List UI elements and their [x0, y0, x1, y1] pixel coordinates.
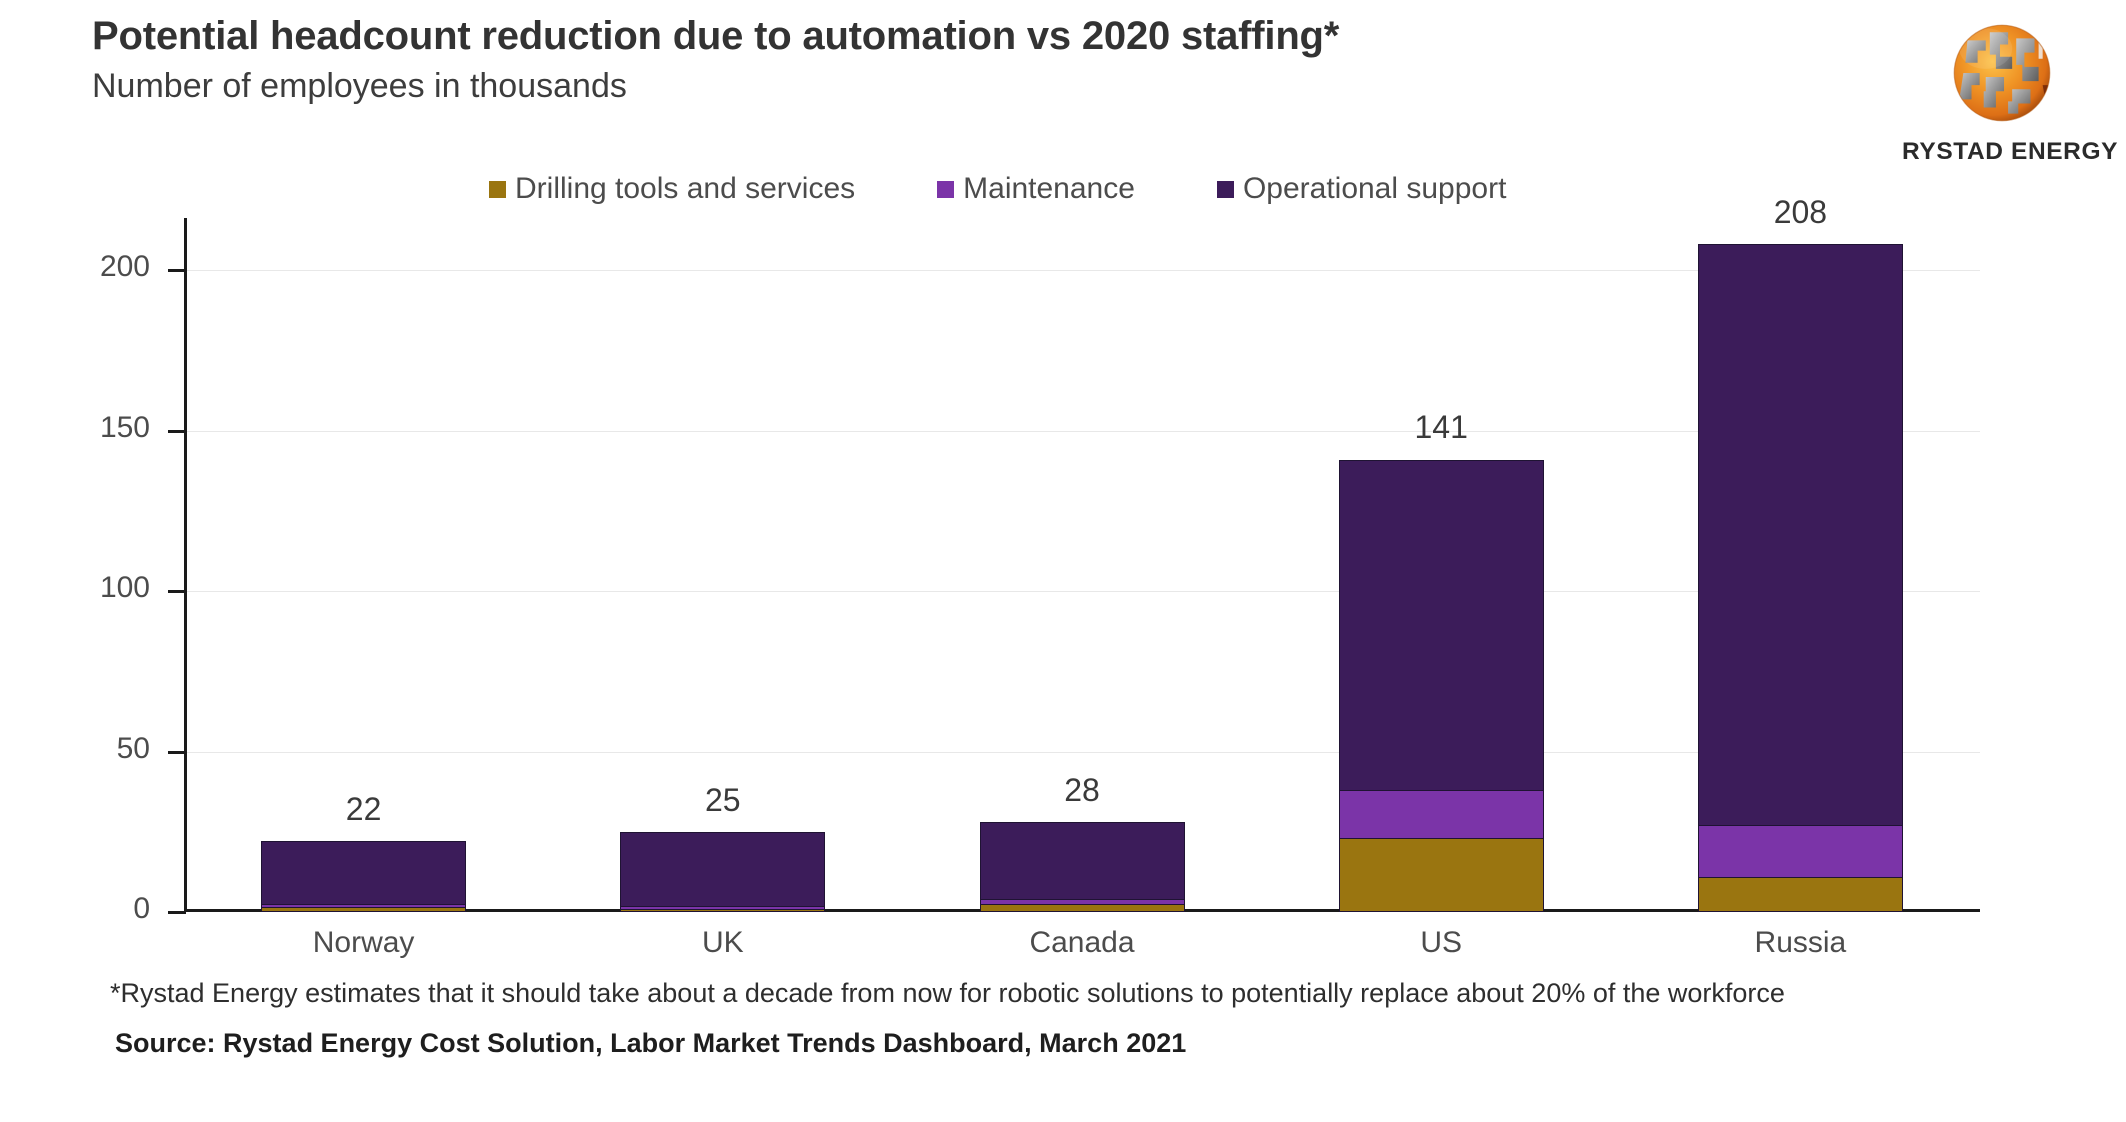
- x-axis-label-canada: Canada: [1029, 926, 1135, 959]
- bar-segment[interactable]: [620, 905, 826, 909]
- logo-wordmark: RYSTAD ENERGY: [1902, 138, 2119, 165]
- page-title: Potential headcount reduction due to aut…: [92, 14, 1340, 58]
- footnote-text: *Rystad Energy estimates that it should …: [110, 978, 1785, 1008]
- y-axis-tick-label: 100: [99, 571, 150, 605]
- bar-total-label: 208: [1773, 194, 1828, 231]
- x-axis-label-us: US: [1420, 926, 1463, 959]
- legend-swatch-drilling: [489, 180, 506, 198]
- legend-label-operational: Operational support: [1242, 172, 1507, 205]
- bar-segment[interactable]: [979, 903, 1185, 912]
- gridline: [184, 270, 1980, 272]
- bar-canada[interactable]: [979, 222, 1185, 912]
- bar-norway[interactable]: [261, 222, 467, 912]
- legend-item-maintenance[interactable]: Maintenance: [937, 172, 1135, 206]
- chart-legend: Drilling tools and services Maintenance …: [489, 172, 1506, 206]
- y-axis-tick: [168, 911, 186, 914]
- y-axis-tick: [168, 269, 186, 273]
- y-axis-tick: [168, 750, 186, 754]
- bar-segment[interactable]: [1338, 790, 1544, 839]
- bar-uk[interactable]: [620, 222, 826, 912]
- bar-us[interactable]: [1338, 222, 1544, 912]
- bar-total-label: 141: [1414, 409, 1468, 446]
- chart-header: Potential headcount reduction due to aut…: [92, 12, 1792, 107]
- gridline: [184, 591, 1980, 593]
- legend-swatch-maintenance: [937, 180, 955, 198]
- x-axis-label-uk: UK: [701, 926, 744, 959]
- plot-area: [184, 222, 1980, 912]
- bar-segment[interactable]: [261, 903, 467, 907]
- bar-segment[interactable]: [620, 831, 826, 906]
- bar-segment[interactable]: [979, 822, 1185, 900]
- bar-segment[interactable]: [1338, 838, 1544, 912]
- y-axis-tick-label: 200: [99, 250, 150, 284]
- bar-segment[interactable]: [1697, 244, 1903, 826]
- bar-segment[interactable]: [1697, 825, 1903, 877]
- bar-total-label: 22: [345, 791, 382, 828]
- legend-swatch-operational: [1216, 180, 1234, 198]
- bar-segment[interactable]: [1338, 459, 1544, 791]
- legend-item-drilling[interactable]: Drilling tools and services: [489, 172, 855, 206]
- legend-label-drilling: Drilling tools and services: [515, 172, 856, 205]
- page-subtitle: Number of employees in thousands: [92, 66, 627, 105]
- globe-icon: [1953, 24, 2051, 122]
- bar-segment[interactable]: [261, 841, 467, 904]
- x-axis-label-russia: Russia: [1754, 926, 1847, 959]
- bar-total-label: 25: [705, 781, 741, 818]
- legend-label-maintenance: Maintenance: [963, 172, 1135, 205]
- bar-segment[interactable]: [261, 906, 467, 912]
- gridline: [184, 430, 1980, 432]
- rystad-energy-logo: RYSTAD ENERGY: [1902, 14, 2119, 166]
- y-axis-tick-label: 50: [116, 731, 150, 765]
- bar-segment[interactable]: [1697, 876, 1903, 912]
- bar-russia[interactable]: [1697, 222, 1903, 912]
- y-axis-line: [184, 218, 187, 912]
- bar-total-label: 28: [1064, 772, 1100, 809]
- bar-segment[interactable]: [979, 899, 1185, 904]
- x-axis-label-norway: Norway: [312, 926, 415, 959]
- y-axis-tick-label: 0: [133, 892, 150, 925]
- y-axis-tick: [168, 590, 186, 594]
- gridline: [184, 751, 1980, 753]
- y-axis-tick: [168, 429, 186, 433]
- source-text: Source: Rystad Energy Cost Solution, Lab…: [115, 1028, 1187, 1058]
- y-axis-tick-label: 150: [99, 410, 150, 444]
- legend-item-operational[interactable]: Operational support: [1216, 172, 1507, 206]
- bar-segment[interactable]: [620, 909, 826, 912]
